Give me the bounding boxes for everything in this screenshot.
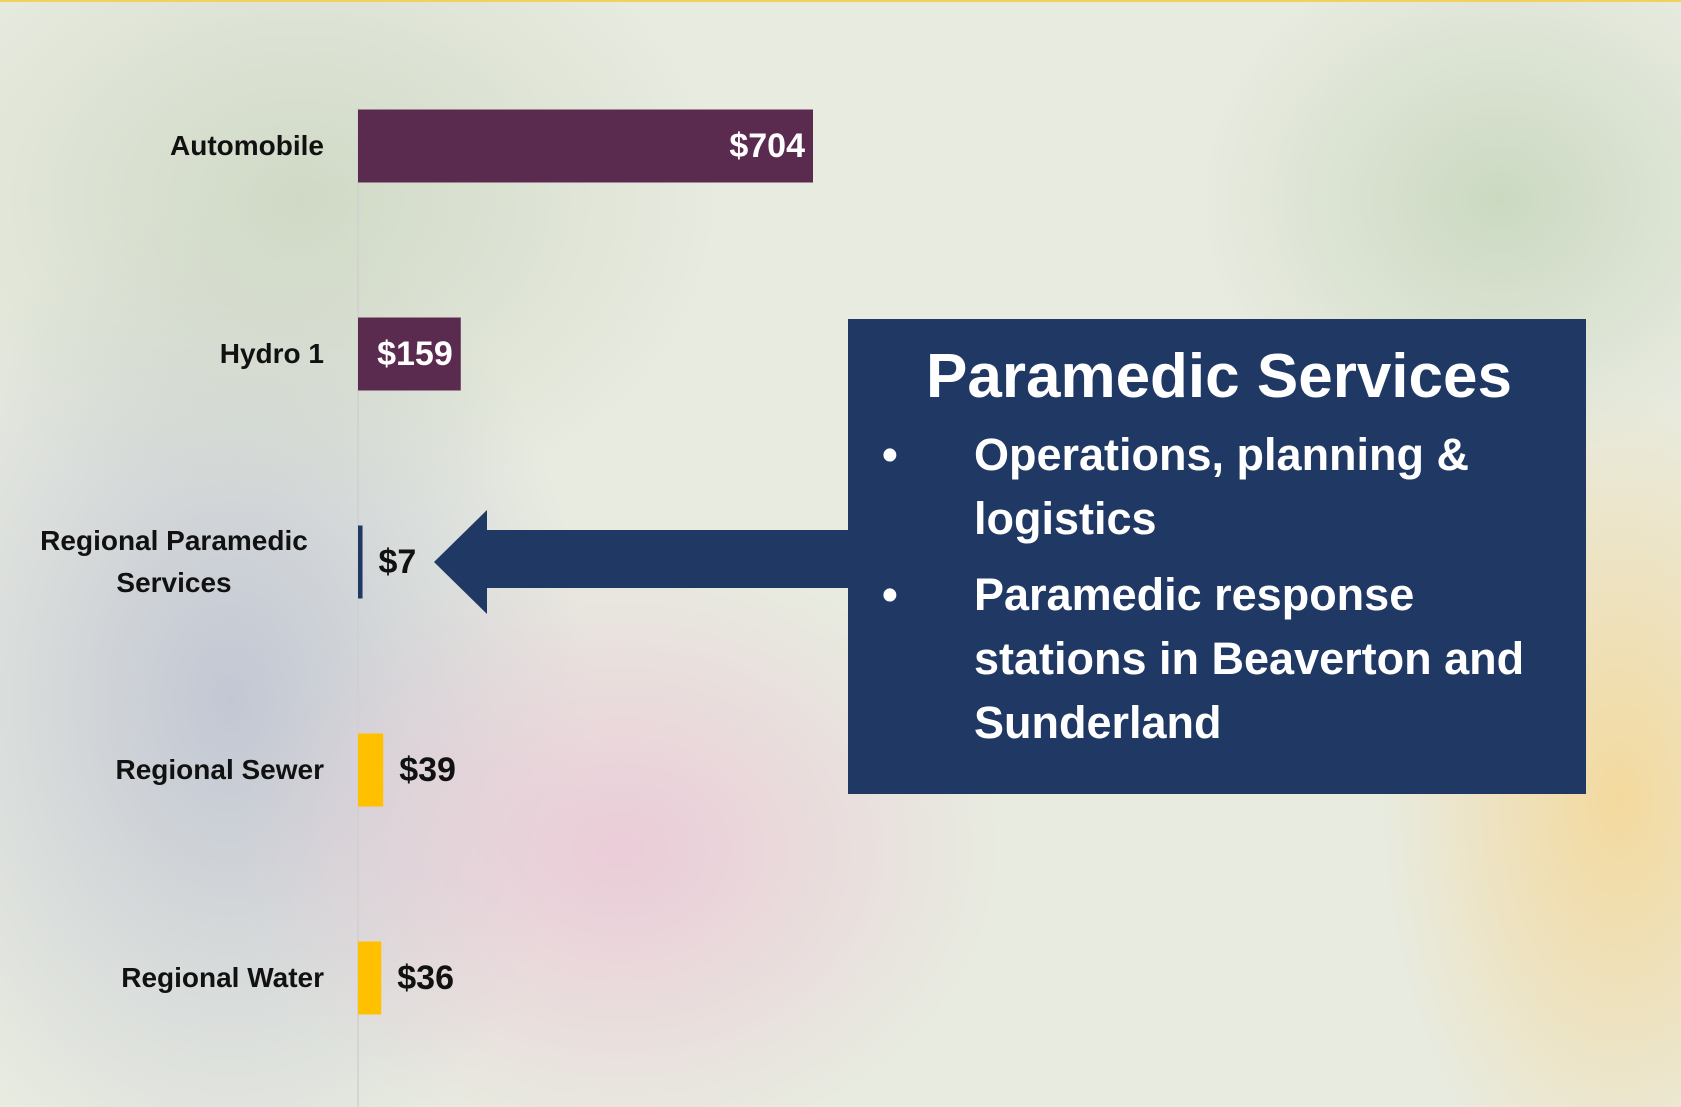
callout-bullet: Paramedic response stations in Beaverton… bbox=[882, 563, 1556, 755]
callout-bullet: Operations, planning & logistics bbox=[882, 423, 1556, 551]
category-label-row: Hydro 1 bbox=[10, 333, 324, 375]
value-label: $159 bbox=[377, 335, 453, 373]
category-label: Automobile bbox=[170, 125, 324, 167]
value-label: $39 bbox=[399, 751, 456, 789]
category-label: Regional Paramedic Services bbox=[24, 520, 324, 604]
value-label: $704 bbox=[729, 127, 805, 165]
callout-arrow bbox=[434, 510, 848, 614]
category-label: Regional Water bbox=[121, 957, 324, 999]
category-label-row: Regional Paramedic Services bbox=[10, 520, 324, 604]
category-label: Hydro 1 bbox=[220, 333, 324, 375]
category-label-row: Regional Water bbox=[10, 957, 324, 999]
callout-list: Operations, planning & logistics Paramed… bbox=[882, 423, 1556, 755]
value-label: $36 bbox=[397, 959, 454, 997]
callout-title: Paramedic Services bbox=[882, 339, 1556, 415]
bar bbox=[358, 526, 363, 599]
category-label: Regional Sewer bbox=[115, 749, 324, 791]
page: $704 $159 $7 $39 $36 Paramedic Services Oper… bbox=[0, 0, 1681, 1107]
bar bbox=[358, 734, 383, 807]
bar bbox=[358, 942, 381, 1015]
category-label-row: Regional Sewer bbox=[10, 749, 324, 791]
category-label-row: Automobile bbox=[10, 125, 324, 167]
value-label: $7 bbox=[379, 543, 417, 581]
callout-box: Paramedic Services Operations, planning … bbox=[848, 319, 1586, 794]
